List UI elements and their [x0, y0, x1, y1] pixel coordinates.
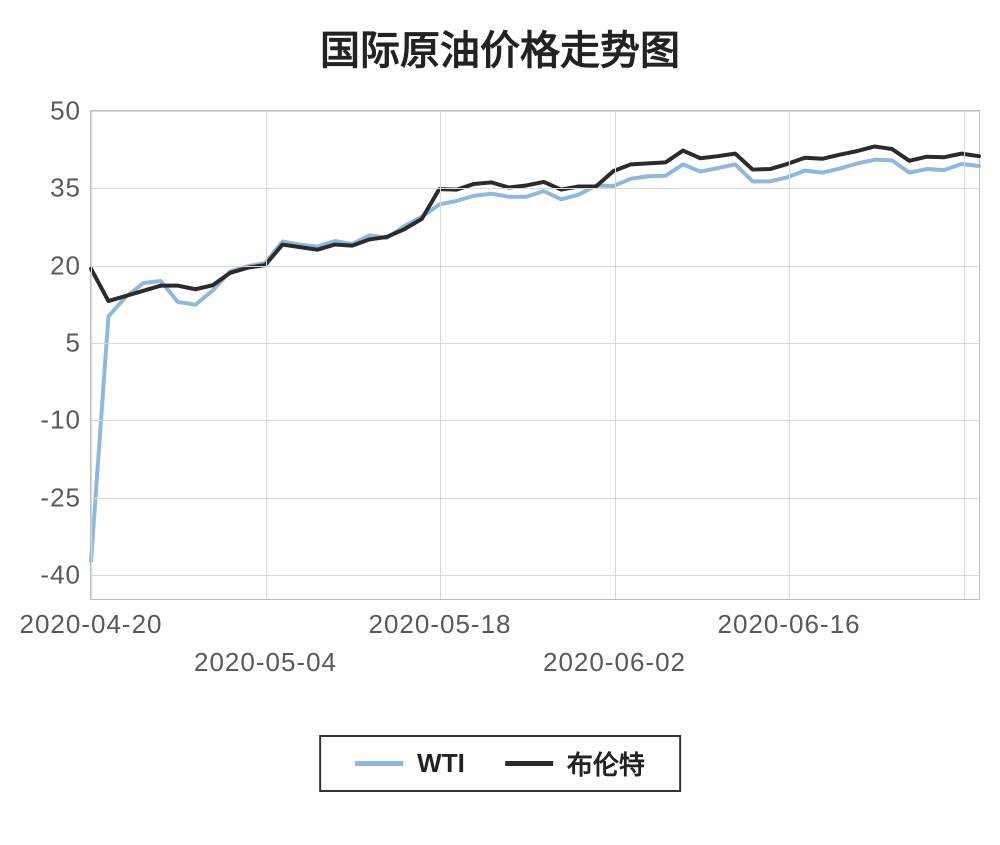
gridline-horizontal — [91, 420, 979, 421]
legend-swatch — [355, 761, 403, 766]
y-axis-tick-label: 50 — [50, 96, 81, 127]
y-axis-tick-label: 35 — [50, 173, 81, 204]
y-axis-tick-label: -10 — [40, 405, 81, 436]
legend-item: WTI — [355, 748, 465, 779]
x-axis-tick-label: 2020-05-18 — [369, 609, 512, 640]
legend-label: WTI — [417, 748, 465, 779]
series-line — [91, 146, 979, 301]
y-axis-tick-label: 20 — [50, 250, 81, 281]
gridline-vertical — [964, 111, 965, 599]
chart-title: 国际原油价格走势图 — [0, 18, 1000, 76]
plot-area: 5035205-10-25-402020-04-202020-05-182020… — [90, 110, 980, 600]
line-series-layer — [91, 111, 979, 599]
x-axis-tick-label: 2020-06-16 — [718, 609, 861, 640]
gridline-vertical — [266, 111, 267, 599]
gridline-vertical — [91, 111, 92, 599]
x-axis-tick-label: 2020-04-20 — [20, 609, 163, 640]
gridline-vertical — [440, 111, 441, 599]
gridline-horizontal — [91, 266, 979, 267]
legend-item: 布伦特 — [505, 745, 645, 782]
oil-price-chart: 国际原油价格走势图 5035205-10-25-402020-04-202020… — [0, 0, 1000, 845]
gridline-horizontal — [91, 188, 979, 189]
legend-swatch — [505, 761, 553, 766]
legend: WTI 布伦特 — [319, 735, 681, 792]
legend-label: 布伦特 — [567, 745, 645, 782]
gridline-vertical — [789, 111, 790, 599]
gridline-horizontal — [91, 343, 979, 344]
series-line — [91, 160, 979, 561]
gridline-vertical — [615, 111, 616, 599]
x-axis-tick-label: 2020-06-02 — [543, 647, 686, 678]
y-axis-tick-label: 5 — [66, 328, 81, 359]
y-axis-tick-label: -25 — [40, 482, 81, 513]
y-axis-tick-label: -40 — [40, 560, 81, 591]
gridline-horizontal — [91, 575, 979, 576]
gridline-horizontal — [91, 111, 979, 112]
gridline-horizontal — [91, 498, 979, 499]
x-axis-tick-label: 2020-05-04 — [194, 647, 337, 678]
